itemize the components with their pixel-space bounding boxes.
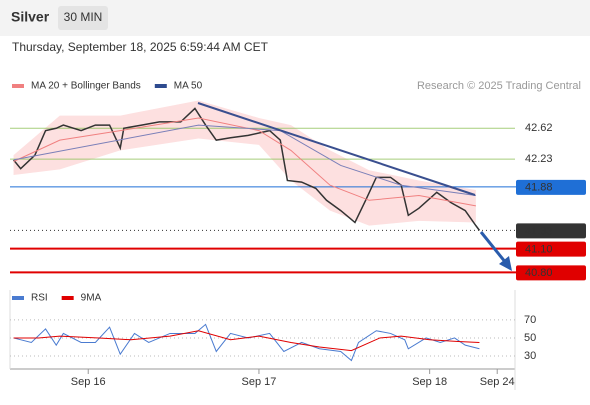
x-tick-label: Sep 16 <box>71 376 106 388</box>
legend-label: MA 50 <box>174 81 203 92</box>
x-tick-label: Sep 24 <box>480 376 515 388</box>
level-box <box>516 179 586 195</box>
projection-arrow <box>479 231 508 264</box>
trend-line <box>197 102 476 196</box>
level-label: 41.88 <box>525 182 553 194</box>
bollinger-band <box>13 100 476 226</box>
legend-label: RSI <box>31 293 48 304</box>
level-label: 42.62 <box>525 122 553 134</box>
legend-swatch <box>12 296 24 300</box>
credit: Research © 2025 Trading Central <box>417 80 581 92</box>
y-tick-label: 70 <box>524 314 536 326</box>
level-box <box>516 223 586 239</box>
legend-swatch <box>61 296 74 300</box>
legend-swatch <box>12 84 24 88</box>
series-line <box>13 117 476 207</box>
instrument-title: Silver <box>11 9 50 25</box>
plot: 42.62 42.23 41.88 41.33 41.10 40.80 MA 20 + Bo… <box>10 81 586 388</box>
legend-swatch <box>154 84 167 88</box>
level-label: 41.10 <box>525 243 553 255</box>
interval-button[interactable] <box>58 6 108 30</box>
y-tick-label: 50 <box>524 332 536 344</box>
level-box <box>516 265 586 281</box>
level-label: 41.33 <box>525 225 553 237</box>
y-tick-label: 30 <box>524 350 536 362</box>
legend-label: MA 20 + Bollinger Bands <box>31 81 141 92</box>
timestamp: Thursday, September 18, 2025 6:59:44 AM … <box>12 40 269 54</box>
arrow-head <box>499 256 512 271</box>
legend-label: 9MA <box>81 293 102 304</box>
series-line <box>13 330 480 352</box>
level-box <box>516 241 586 257</box>
level-label: 42.23 <box>525 153 553 165</box>
price-line <box>12 107 481 231</box>
level-label: 40.80 <box>525 267 553 279</box>
x-tick-label: Sep 17 <box>242 376 277 388</box>
series-line <box>13 124 476 197</box>
x-tick-label: Sep 18 <box>412 376 447 388</box>
interval-label: 30 MIN <box>64 10 103 24</box>
